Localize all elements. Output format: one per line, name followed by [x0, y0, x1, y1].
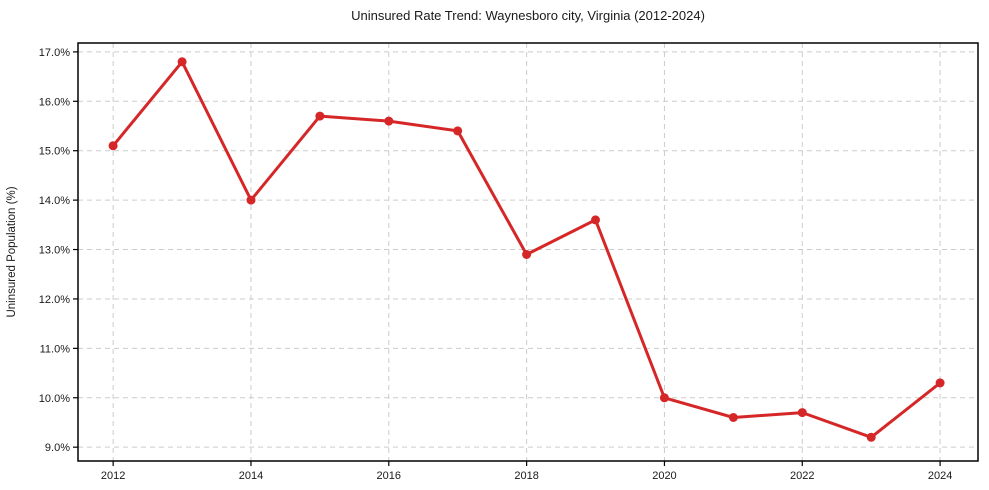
x-tick-label: 2020 — [652, 470, 676, 482]
y-tick-label: 10.0% — [39, 393, 70, 405]
y-tick-label: 16.0% — [39, 96, 70, 108]
y-tick-label: 12.0% — [39, 294, 70, 306]
x-tick-label: 2022 — [790, 470, 814, 482]
data-point — [728, 413, 738, 422]
chart-title: Uninsured Rate Trend: Waynesboro city, V… — [351, 8, 705, 23]
data-point — [108, 141, 118, 151]
x-tick-label: 2016 — [377, 470, 401, 482]
axis-tick-labels: 9.0% 10.0% 11.0% 12.0% 13.0% 14.0% 15.0% 16.0% 1… — [39, 47, 953, 482]
data-point — [866, 432, 876, 442]
x-tick-label: 2024 — [928, 470, 952, 482]
y-axis-label: Uninsured Population (%) — [6, 186, 18, 317]
gridlines — [78, 43, 978, 461]
plot-border — [77, 42, 979, 462]
data-point — [453, 126, 463, 136]
y-tick-label: 17.0% — [39, 47, 70, 59]
data-point — [659, 393, 669, 403]
data-point — [591, 215, 600, 225]
data-point — [246, 195, 256, 205]
data-point — [935, 378, 945, 388]
y-tick-label: 11.0% — [40, 343, 71, 355]
y-tick-label: 9.0% — [45, 442, 70, 454]
y-tick-label: 13.0% — [39, 245, 70, 257]
data-point — [522, 250, 532, 259]
y-tick-label: 15.0% — [39, 146, 70, 158]
y-tick-label: 14.0% — [39, 195, 70, 207]
line-series — [108, 57, 945, 442]
data-point — [177, 57, 187, 67]
x-tick-label: 2012 — [101, 470, 125, 482]
axis-ticks — [73, 51, 941, 466]
data-point — [797, 408, 807, 418]
x-tick-label: 2018 — [514, 470, 538, 482]
data-point — [384, 116, 394, 126]
x-tick-label: 2014 — [239, 470, 263, 482]
data-point — [315, 111, 325, 121]
